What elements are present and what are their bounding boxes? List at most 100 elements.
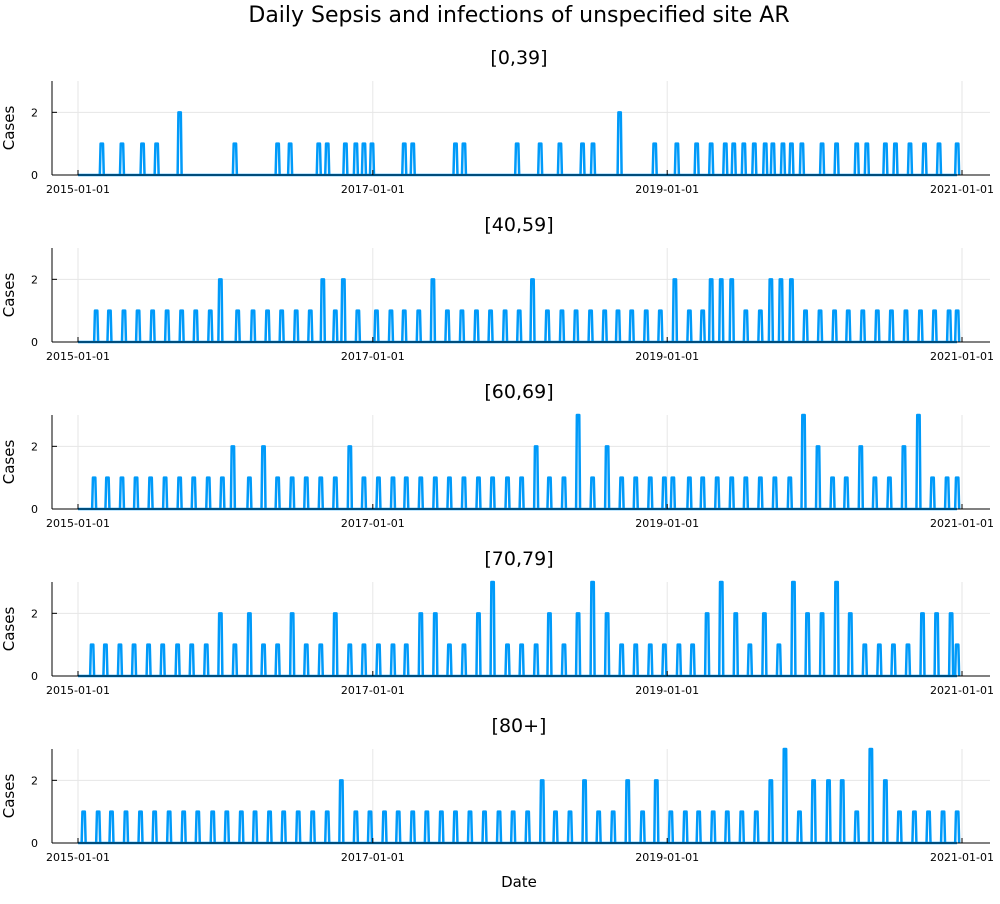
series-spike xyxy=(159,643,166,677)
series-spike xyxy=(904,643,912,677)
series-spike xyxy=(532,643,540,677)
x-tick-label: 2021-01-01 xyxy=(930,350,994,363)
series-spike xyxy=(145,643,152,677)
series-spike xyxy=(935,142,943,176)
series-spike xyxy=(458,309,466,343)
series-spike xyxy=(209,810,216,844)
series-spike xyxy=(188,643,195,677)
series-spike xyxy=(730,142,737,176)
series-spike xyxy=(538,779,546,844)
series-spike xyxy=(767,779,775,844)
series-spike xyxy=(896,810,903,844)
series-spike xyxy=(94,810,102,844)
series-spike xyxy=(207,309,214,343)
y-tick-label: 0 xyxy=(31,670,38,683)
series-spike xyxy=(134,309,142,343)
series-spike xyxy=(352,810,360,844)
series-spike xyxy=(137,810,144,844)
series-spike xyxy=(280,810,287,844)
x-tick-label: 2017-01-01 xyxy=(341,517,405,530)
series-spike xyxy=(572,309,580,343)
x-tick-label: 2019-01-01 xyxy=(635,851,699,864)
series-spike xyxy=(647,643,654,677)
series-spike xyxy=(342,142,349,176)
series-spike xyxy=(139,142,146,176)
series-spike xyxy=(303,476,310,510)
series-spike xyxy=(288,476,296,510)
series-spike xyxy=(790,580,797,677)
y-tick-label: 0 xyxy=(31,336,38,349)
series-spike xyxy=(888,309,895,343)
series-spike xyxy=(915,413,922,510)
series-spike xyxy=(574,612,582,677)
series-spike xyxy=(147,476,154,510)
series-spike xyxy=(833,580,840,677)
series-spike xyxy=(151,810,158,844)
series-spike xyxy=(845,309,852,343)
series-spike xyxy=(104,476,111,510)
series-spike xyxy=(415,309,423,343)
series-spike xyxy=(190,476,197,510)
series-spike xyxy=(777,278,785,343)
x-tick-label: 2017-01-01 xyxy=(341,183,405,196)
series-spike xyxy=(882,142,889,176)
y-tick-label: 2 xyxy=(31,607,38,620)
series-spike xyxy=(906,142,914,176)
series-spike xyxy=(161,476,169,510)
series-spike xyxy=(366,810,374,844)
series-spike xyxy=(724,810,731,844)
y-tick-label: 2 xyxy=(31,440,38,453)
series-spike xyxy=(771,476,779,510)
series-spike xyxy=(401,309,408,343)
series-spike xyxy=(90,476,98,510)
series-spike xyxy=(202,643,210,677)
series-spike xyxy=(317,476,325,510)
panel-title: [0,39] xyxy=(490,47,547,69)
series-spike xyxy=(149,309,156,343)
series-spike xyxy=(409,810,416,844)
y-tick-label: 0 xyxy=(31,169,38,182)
series-spike xyxy=(234,309,241,343)
series-spike xyxy=(707,278,715,343)
x-tick-label: 2017-01-01 xyxy=(341,350,405,363)
series-spike xyxy=(699,309,706,343)
series-spike xyxy=(933,612,940,677)
series-spike xyxy=(587,309,594,343)
series-spike xyxy=(717,278,725,343)
x-tick-label: 2019-01-01 xyxy=(635,517,699,530)
x-tick-label: 2015-01-01 xyxy=(46,851,110,864)
series-spike xyxy=(375,643,382,677)
series-spike xyxy=(669,476,677,510)
series-spike xyxy=(475,476,482,510)
series-spike xyxy=(788,142,795,176)
y-tick-label: 2 xyxy=(31,106,38,119)
series-spike xyxy=(246,476,253,510)
series-spike xyxy=(108,810,115,844)
series-spike xyxy=(307,309,314,343)
x-tick-label: 2015-01-01 xyxy=(46,684,110,697)
series-spike xyxy=(953,309,961,343)
series-spike xyxy=(628,309,635,343)
series-spike xyxy=(609,810,617,844)
series-spike xyxy=(368,142,376,176)
series-spike xyxy=(495,810,503,844)
series-spike xyxy=(953,810,961,844)
series-spike xyxy=(863,142,871,176)
series-spike xyxy=(401,142,408,176)
series-spike xyxy=(118,476,126,510)
series-spike xyxy=(194,810,202,844)
series-spike xyxy=(953,643,961,677)
series-spike xyxy=(581,779,588,844)
series-spike xyxy=(695,810,702,844)
series-spike xyxy=(501,309,509,343)
series-spike xyxy=(673,142,681,176)
series-spike xyxy=(751,142,758,176)
y-axis-label: Cases xyxy=(0,440,18,485)
series-spike xyxy=(566,810,574,844)
series-spike xyxy=(717,580,725,677)
series-spike xyxy=(775,643,783,677)
series-spike xyxy=(911,810,918,844)
series-spike xyxy=(761,612,768,677)
series-spike xyxy=(231,142,239,176)
